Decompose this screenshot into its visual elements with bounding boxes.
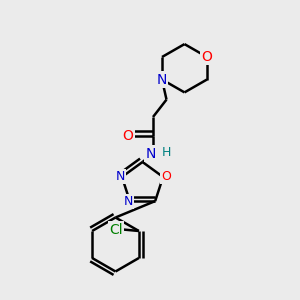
- Text: N: N: [146, 147, 156, 160]
- Text: O: O: [123, 129, 134, 142]
- Text: O: O: [161, 170, 171, 183]
- Text: O: O: [202, 50, 212, 64]
- Text: H: H: [161, 146, 171, 159]
- Text: N: N: [124, 195, 133, 208]
- Text: N: N: [116, 170, 125, 183]
- Text: N: N: [157, 73, 167, 86]
- Text: Cl: Cl: [110, 223, 123, 236]
